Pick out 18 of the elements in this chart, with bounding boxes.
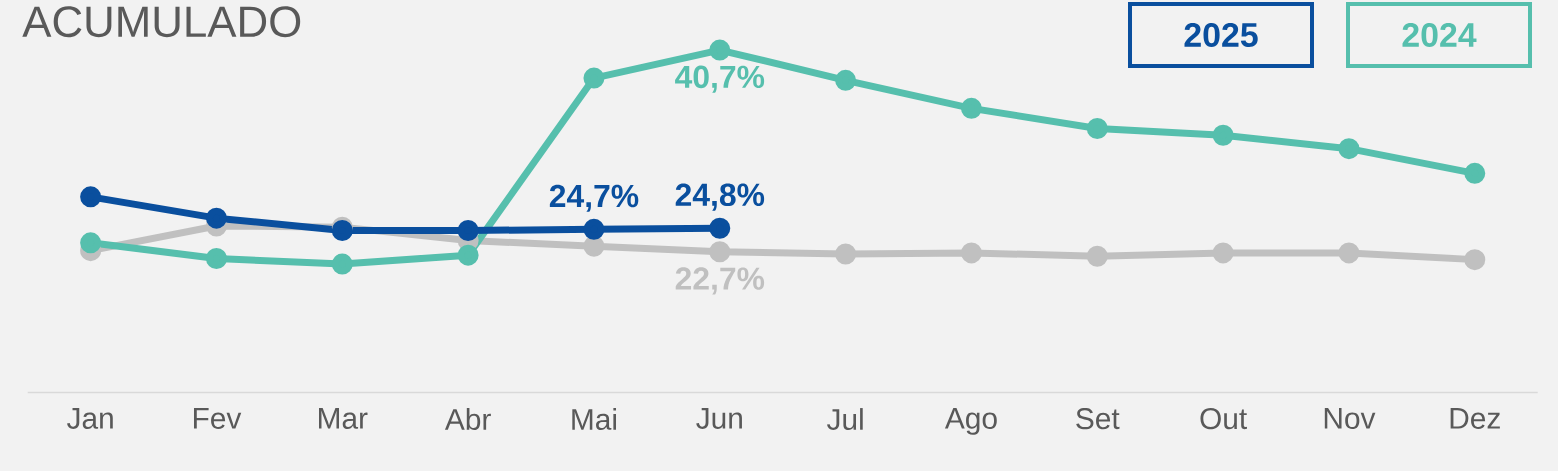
x-tick-label: Mar — [319, 408, 368, 429]
data-label: 24,7% — [549, 184, 639, 212]
data-label: 40,7% — [675, 65, 765, 93]
x-tick-label: Abr — [444, 408, 491, 431]
x-tick-label: Set — [1076, 408, 1120, 430]
x-tick-label: Dez — [1450, 408, 1500, 429]
x-tick-label: Fev — [193, 408, 242, 429]
chart-title: ACUMULADO — [22, 6, 301, 38]
x-tick-label: Nov — [1324, 408, 1376, 429]
x-tick-label: Ago — [944, 408, 997, 435]
data-label: 24,8% — [675, 183, 765, 211]
x-tick-label: Jan — [66, 408, 113, 429]
x-tick-label: Jun — [696, 408, 742, 429]
x-tick-label: Out — [1200, 408, 1247, 430]
x-tick-label: Mai — [572, 408, 617, 431]
x-tick-label: Jul — [826, 408, 863, 431]
text: 2025 — [1184, 22, 1258, 47]
text: 2024 — [1402, 22, 1477, 47]
